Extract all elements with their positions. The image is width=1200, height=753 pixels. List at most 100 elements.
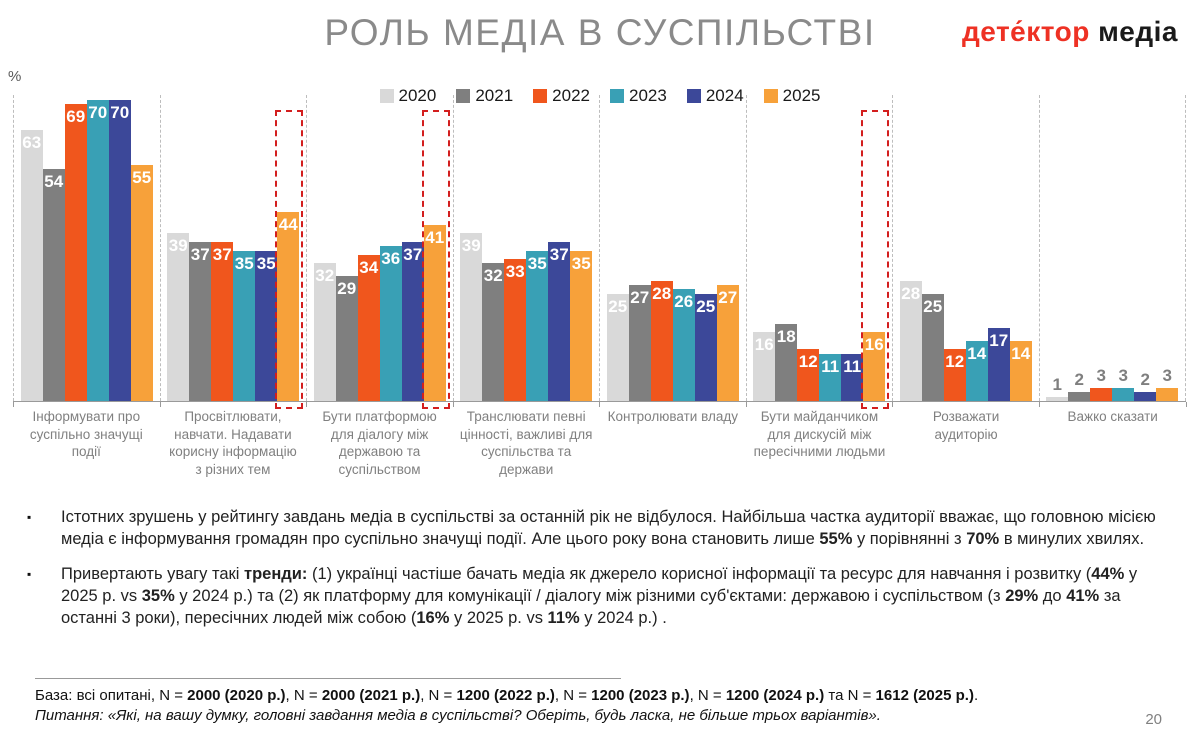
bar-group-4: 39 32 33 35 37 35 <box>452 95 600 407</box>
bar-value-label: 25 <box>923 296 943 316</box>
bar-value-label: 14 <box>967 343 987 363</box>
legend-swatch <box>763 89 778 103</box>
bar-2021: 37 <box>189 241 212 401</box>
bar-2023: 35 <box>526 250 549 401</box>
category-label: Транслювати певні цінності, важливі для … <box>459 409 593 477</box>
page-number: 20 <box>1145 711 1162 728</box>
plot-area: 63 54 69 70 70 55 39 37 37 35 35 44 32 29 34 36 37 41 39 32… <box>13 95 1187 409</box>
footer-divider <box>35 678 621 679</box>
bar-2020: 39 <box>167 233 190 401</box>
category-label: Просвітлювати, навчати. Надавати корисну… <box>169 409 297 477</box>
y-axis-unit-label: % <box>8 68 22 85</box>
bar-value-label: 16 <box>754 335 774 355</box>
bullet-1: ▪ Істотних зрушень у рейтингу завдань ме… <box>24 506 1174 550</box>
logo-part-detector: дете́ктор <box>961 16 1099 47</box>
bar-2025: 3 <box>1156 366 1179 401</box>
logo-part-media: медіа <box>1098 16 1178 47</box>
legend-item-2023: 2023 <box>610 86 667 106</box>
category-label: Бути майданчиком для дискусій між пересі… <box>753 409 886 460</box>
bullet-marker-icon: ▪ <box>27 510 32 524</box>
bar-value-label: 18 <box>776 326 796 346</box>
bar-2024: 35 <box>255 250 278 401</box>
bar-value-label: 3 <box>1096 366 1106 386</box>
footer-question: Питання: «Які, на вашу думку, головні за… <box>35 707 881 724</box>
bar-2021: 29 <box>335 276 358 401</box>
bullet-2: ▪ Привертають увагу такі тренди: (1) укр… <box>24 563 1174 629</box>
legend-label: 2023 <box>629 86 667 105</box>
bar-2023: 26 <box>672 289 695 401</box>
bar-value-label: 55 <box>132 167 152 187</box>
bar-value-label: 70 <box>110 103 130 122</box>
bar-value-label: 3 <box>1118 366 1128 386</box>
bar-value-label: 32 <box>315 266 335 286</box>
legend-label: 2022 <box>552 86 590 105</box>
bar-value-label: 29 <box>337 279 357 299</box>
bar-value-label: 2 <box>1140 370 1150 390</box>
bar-value-label: 69 <box>66 107 86 127</box>
bar-2023: 70 <box>86 100 109 401</box>
bar-group-1: 63 54 69 70 70 55 <box>13 95 160 407</box>
bar-2022: 12 <box>943 349 966 401</box>
bar-value-label: 32 <box>483 266 503 286</box>
bar-value-label: 70 <box>88 103 108 122</box>
category-label: Бути платформою для діалогу між державою… <box>322 409 437 477</box>
legend-label: 2024 <box>705 86 744 105</box>
bar-2021: 27 <box>628 284 651 401</box>
bar-value-label: 27 <box>718 287 738 307</box>
bar-2020: 1 <box>1046 375 1069 401</box>
bar-2021: 2 <box>1068 370 1091 401</box>
legend-item-2025: 2025 <box>763 86 820 106</box>
category-label: Розважати аудиторію <box>932 409 1000 442</box>
bar-2025: 55 <box>130 164 153 401</box>
summary-bullets: ▪ Істотних зрушень у рейтингу завдань ме… <box>24 506 1174 643</box>
bar-value-label: 26 <box>674 292 694 312</box>
bar-2023: 36 <box>379 246 402 401</box>
category-label: Контролювати владу <box>607 409 738 424</box>
bar-value-label: 16 <box>864 335 884 355</box>
bar-value-label: 44 <box>278 214 298 234</box>
bar-value-label: 17 <box>989 330 1009 350</box>
bar-2022: 37 <box>211 241 234 401</box>
bar-2023: 11 <box>819 353 842 401</box>
legend-swatch <box>456 89 471 103</box>
legend-item-2021: 2021 <box>456 86 513 106</box>
bar-value-label: 36 <box>381 249 401 269</box>
legend-item-2022: 2022 <box>533 86 590 106</box>
bar-2024: 25 <box>694 293 717 401</box>
bar-2025: 16 <box>863 332 886 401</box>
bar-2022: 3 <box>1090 366 1113 401</box>
bar-value-label: 37 <box>549 244 569 264</box>
bar-value-label: 11 <box>821 356 840 376</box>
bar-value-label: 54 <box>44 171 64 191</box>
bar-value-label: 34 <box>359 257 379 277</box>
bar-value-label: 35 <box>527 253 547 273</box>
bar-value-label: 11 <box>843 356 862 376</box>
bar-value-label: 33 <box>505 262 525 282</box>
bar-2025: 14 <box>1009 340 1032 401</box>
legend-item-2024: 2024 <box>686 86 744 106</box>
bar-2022: 69 <box>64 104 87 401</box>
page-title: РОЛЬ МЕДІА В СУСПІЛЬСТВІ <box>324 12 876 53</box>
bar-2024: 2 <box>1134 370 1157 401</box>
category-label: Важко сказати <box>1067 409 1158 424</box>
bar-value-label: 35 <box>234 253 254 273</box>
bar-2023: 35 <box>233 250 256 401</box>
bar-2024: 11 <box>841 353 864 401</box>
bar-2024: 17 <box>987 327 1010 401</box>
bar-2025: 44 <box>277 211 300 401</box>
bar-2025: 27 <box>716 284 739 401</box>
bar-2022: 34 <box>357 254 380 401</box>
bullet-2-text: Привертають увагу такі тренди: (1) украї… <box>61 565 1138 628</box>
bar-2021: 25 <box>921 293 944 401</box>
bar-value-label: 3 <box>1162 366 1172 386</box>
bar-value-label: 63 <box>22 133 42 153</box>
bar-value-label: 12 <box>798 352 818 372</box>
bar-value-label: 27 <box>630 287 650 307</box>
bar-value-label: 28 <box>901 283 921 303</box>
bar-2020: 32 <box>313 263 336 401</box>
bar-value-label: 35 <box>256 253 276 273</box>
bar-value-label: 1 <box>1052 374 1062 394</box>
legend-swatch <box>686 89 701 103</box>
